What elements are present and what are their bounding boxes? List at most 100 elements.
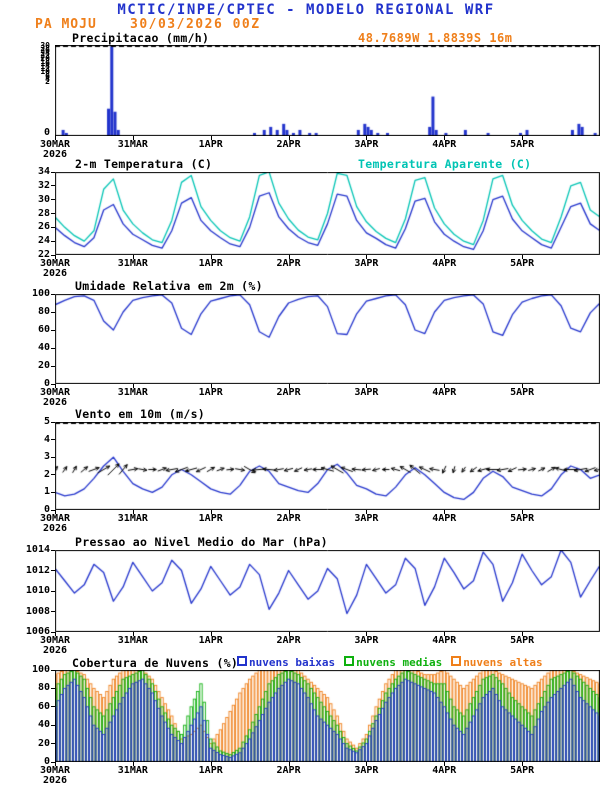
precipitation-canvas [55,45,600,136]
y-tick-label: 26 [40,46,50,56]
clouds-title: Cobertura de Nuvens (%) [72,656,239,670]
y-tick-label: 22 [40,51,50,61]
x-tick-label: 30MAR [39,513,71,524]
x-tick-label: 1APR [198,387,223,398]
x-tick-mark [366,632,368,636]
x-tick-label: 1APR [198,765,223,776]
x-tick-mark [288,510,290,514]
y-tick-mark [51,456,55,458]
y-tick-mark [51,171,55,173]
y-tick-label: 80 [37,682,50,694]
y-tick-label: 1012 [25,564,50,576]
x-tick-label: 5APR [510,387,535,398]
y-tick-mark [51,509,55,511]
temperature-canvas [55,172,600,255]
y-tick-label: 100 [31,288,50,299]
x-tick-label: 3APR [354,258,379,269]
y-tick-mark [51,254,55,256]
x-tick-mark [288,762,290,766]
y-tick-label: 12 [40,64,50,74]
x-tick-label: 1APR [198,258,223,269]
cloud-legend: nuvens baixas nuvens medias nuvens altas [237,656,543,669]
x-tick-mark [55,632,56,636]
humidity-plot [55,294,600,384]
x-tick-mark [55,136,56,140]
x-tick-label: 3APR [354,513,379,524]
y-tick-label: 18 [40,56,50,66]
y-tick-label: 32 [37,179,50,191]
y-tick-mark [51,226,55,228]
x-tick-mark [55,762,56,766]
y-tick-label: 30 [37,193,50,205]
y-tick-label: 0 [43,378,50,389]
y-tick-mark [51,570,55,571]
y-tick-label: 2 [45,77,50,87]
x-tick-label: 30MAR [39,635,71,646]
pressure-canvas [55,550,600,632]
y-tick-mark [51,549,55,551]
wind-title: Vento em 10m (m/s) [75,407,206,421]
y-tick-mark [51,383,55,385]
x-tick-label: 30MAR [39,139,71,150]
y-tick-label: 20 [37,737,50,749]
station-label: PA MOJU [35,17,97,32]
y-tick-label: 24 [40,48,50,58]
x-tick-mark [132,762,134,766]
legend-label-mid-clouds: nuvens medias [356,656,443,669]
pressure-title: Pressao ao Nivel Medio do Mar (hPa) [75,535,328,549]
y-tick-mark [51,687,55,689]
x-tick-label: 31MAR [117,139,148,150]
x-tick-label: 4APR [432,513,457,524]
x-tick-mark [288,136,290,140]
x-tick-mark [444,255,446,259]
x-tick-mark [210,510,212,514]
y-tick-label: 1014 [25,544,50,555]
x-year-label: 2026 [42,268,68,279]
wind-plot [55,422,600,510]
x-tick-mark [444,762,446,766]
x-tick-mark [444,632,446,636]
x-tick-mark [444,136,446,140]
y-tick-label: 0 [43,504,50,515]
x-tick-mark [288,255,290,259]
x-tick-label: 5APR [510,635,535,646]
y-tick-label: 34 [37,166,50,177]
temperature-title: 2-m Temperatura (C) [75,157,213,171]
x-tick-label: 4APR [432,387,457,398]
y-tick-label: 3 [43,451,50,463]
y-tick-label: 4 [43,433,50,445]
x-tick-mark [55,510,56,514]
y-tick-label: 20 [40,54,50,63]
y-tick-mark [51,724,55,726]
y-tick-mark [51,347,55,349]
x-tick-mark [210,255,212,259]
y-tick-label: 8 [45,69,50,79]
x-tick-label: 30MAR [39,258,71,269]
y-tick-label: 4 [45,74,50,84]
precipitation-plot [55,45,600,136]
y-tick-label: 16 [40,59,50,69]
x-year-label: 2026 [42,149,68,160]
x-tick-label: 30MAR [39,765,71,776]
y-tick-label: 0 [43,756,50,767]
x-tick-label: 31MAR [117,387,148,398]
x-tick-mark [132,632,134,636]
x-tick-label: 3APR [354,139,379,150]
x-tick-label: 3APR [354,387,379,398]
page-title: MCTIC/INPE/CPTEC - MODELO REGIONAL WRF [117,2,495,18]
y-tick-label: 5 [43,416,50,427]
humidity-title: Umidade Relativa em 2m (%) [75,279,263,293]
y-tick-label: 40 [37,342,50,353]
x-tick-mark [132,255,134,259]
x-tick-label: 1APR [198,635,223,646]
x-tick-mark [366,136,368,140]
y-tick-label: 20 [37,360,50,371]
x-tick-label: 2APR [276,635,301,646]
y-tick-label: 1008 [25,605,50,617]
precipitation-title: Precipitacao (mm/h) [72,31,210,45]
y-tick-mark [51,421,55,423]
x-tick-mark [522,255,524,259]
y-tick-label: 60 [37,324,50,335]
y-tick-mark [51,631,55,633]
